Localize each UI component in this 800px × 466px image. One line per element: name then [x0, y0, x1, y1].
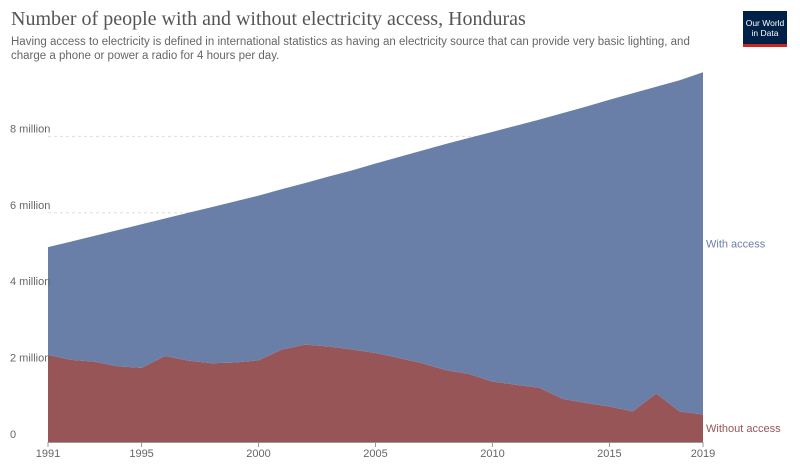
logo-accent-bar — [743, 44, 787, 47]
area-with-access[interactable] — [48, 72, 703, 415]
chart-title: Number of people with and without electr… — [11, 8, 526, 30]
series-labels: Without access With access — [706, 238, 781, 435]
y-axis: 0 2 million 4 million 6 million 8 million — [10, 123, 50, 441]
chart-subtitle: Having access to electricity is defined … — [11, 36, 690, 62]
area-series — [48, 72, 703, 442]
y-tick-label: 8 million — [10, 123, 50, 135]
logo-line-1: Our World — [745, 18, 785, 28]
x-tick-label: 2010 — [480, 448, 504, 460]
series-label-without-access: Without access — [706, 423, 781, 435]
series-label-with-access: With access — [706, 238, 766, 250]
x-tick-label: 1991 — [36, 448, 60, 460]
x-tick-label: 2019 — [691, 448, 715, 460]
y-tick-label: 6 million — [10, 200, 50, 212]
x-axis: 1991 1995 2000 2005 2010 2015 2019 — [36, 442, 715, 460]
x-tick-label: 1995 — [129, 448, 153, 460]
owid-logo[interactable]: Our World in Data — [743, 11, 787, 47]
y-tick-label: 2 million — [10, 353, 50, 365]
logo-line-2: in Data — [751, 28, 779, 38]
x-tick-label: 2000 — [246, 448, 270, 460]
x-tick-label: 2005 — [363, 448, 387, 460]
y-tick-label: 4 million — [10, 276, 50, 288]
x-tick-label: 2015 — [597, 448, 621, 460]
area-without-access[interactable] — [48, 344, 703, 442]
y-tick-label: 0 — [10, 429, 16, 441]
